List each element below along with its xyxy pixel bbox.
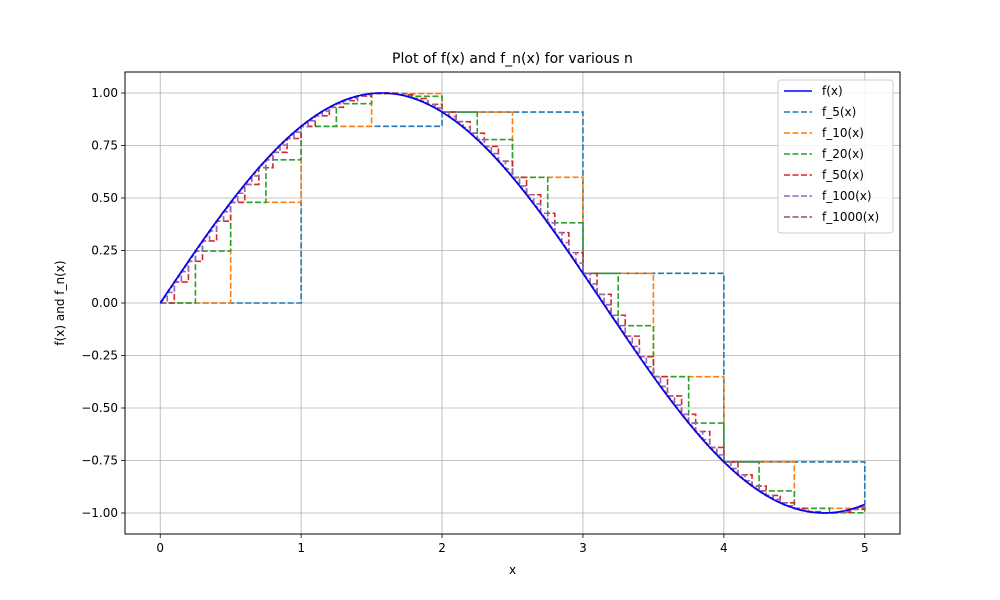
- legend-label: f_50(x): [822, 168, 864, 182]
- y-axis-title: f(x) and f_n(x): [53, 260, 67, 345]
- y-tick-label: 0.75: [91, 139, 118, 153]
- x-axis-title: x: [509, 563, 516, 577]
- legend-label: f_10(x): [822, 126, 864, 140]
- x-tick-label: 4: [720, 541, 728, 555]
- series-layer: [159, 92, 866, 514]
- y-tick-label: −1.00: [81, 506, 118, 520]
- series-line-f-20-x-: [160, 92, 866, 514]
- series-line-fx: [159, 92, 866, 514]
- y-tick-label: −0.75: [81, 454, 118, 468]
- legend-label: f_20(x): [822, 147, 864, 161]
- y-tick-label: 0.25: [91, 244, 118, 258]
- legend-label: f_100(x): [822, 189, 872, 203]
- legend: f(x) f_5(x) f_10(x) f_20(x) f_50(x) f_100(x)f…: [777, 79, 894, 234]
- y-tick-label: 1.00: [91, 86, 118, 100]
- y-tick-label: −0.25: [81, 349, 118, 363]
- x-tick-label: 2: [438, 541, 446, 555]
- legend-label: f_5(x): [822, 105, 856, 119]
- y-tick-label: 0.50: [91, 191, 118, 205]
- legend-label: f(x): [822, 84, 843, 98]
- legend-box: [777, 79, 894, 234]
- legend-label: f_1000(x): [822, 210, 879, 224]
- y-tick-label: −0.50: [81, 401, 118, 415]
- y-tick-label: 0.00: [91, 296, 118, 310]
- x-tick-label: 0: [156, 541, 164, 555]
- series-line-f-10-x-: [160, 92, 866, 510]
- chart-title: Plot of f(x) and f_n(x) for various n: [392, 51, 633, 67]
- x-tick-label: 1: [297, 541, 305, 555]
- ticks: 0 1 2 3 4 5 −1.00 −0.75 −0.50 −0.25 0.00 0.25 0.50 0.…: [81, 86, 868, 555]
- x-tick-label: 5: [861, 541, 869, 555]
- x-tick-label: 3: [579, 541, 587, 555]
